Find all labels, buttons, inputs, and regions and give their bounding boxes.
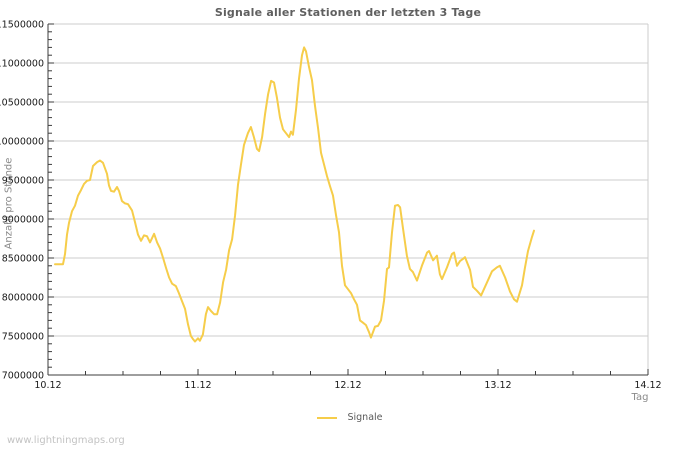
chart-title: Signale aller Stationen der letzten 3 Ta… [214,6,482,19]
svg-text:14.12: 14.12 [634,380,661,391]
legend: Signale [0,412,700,423]
svg-text:9000000: 9000000 [2,215,44,226]
legend-line-icon [317,416,338,419]
svg-text:7500000: 7500000 [2,332,44,343]
y-axis-ticks [48,23,54,376]
svg-text:11.12: 11.12 [184,380,211,391]
series-line-signale [54,46,535,343]
svg-text:10000000: 10000000 [0,137,44,148]
watermark: www.lightningmaps.org [7,435,125,446]
plot-frame [47,23,649,376]
y-axis-labels: 7000000 7500000 8000000 8500000 9000000 95000… [0,20,44,382]
x-axis-ticks [47,369,649,375]
x-axis-title: Tag [631,392,649,403]
x-axis-labels: 10.12 11.12 12.12 13.12 14.12 [34,380,661,391]
svg-text:9500000: 9500000 [2,176,44,187]
gridlines [48,62,648,337]
svg-text:10.12: 10.12 [34,380,61,391]
svg-text:11500000: 11500000 [0,20,44,31]
svg-text:10500000: 10500000 [0,98,44,109]
svg-text:7000000: 7000000 [2,371,44,382]
svg-text:13.12: 13.12 [484,380,511,391]
svg-text:8000000: 8000000 [2,293,44,304]
svg-text:8500000: 8500000 [2,254,44,265]
svg-text:11000000: 11000000 [0,59,44,70]
series-signale [54,46,535,343]
svg-text:12.12: 12.12 [334,380,361,391]
legend-label: Signale [347,412,383,423]
